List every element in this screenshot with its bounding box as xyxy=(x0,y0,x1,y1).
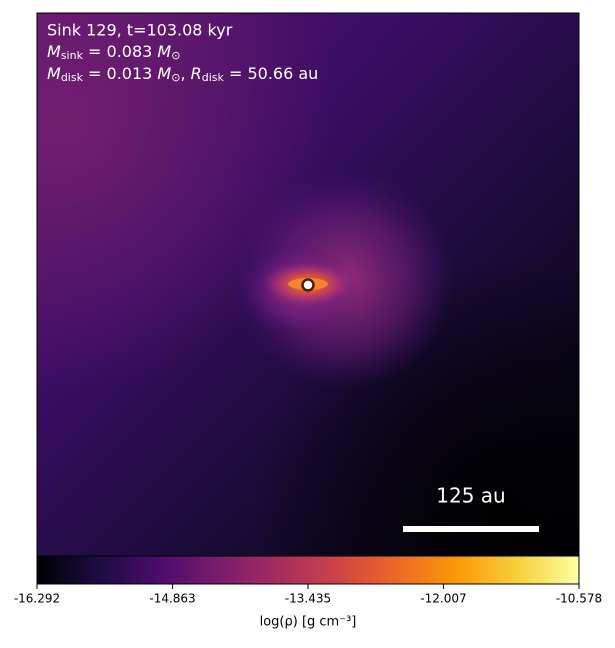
annotation-part: = 0.083 xyxy=(83,42,157,61)
annotation-part: ⊙ xyxy=(171,49,180,62)
colorbar-tick-label: -13.435 xyxy=(285,592,331,606)
colorbar-tick-label: -16.292 xyxy=(14,592,60,606)
annotation-part: M xyxy=(157,64,171,83)
density-map xyxy=(36,12,580,557)
title: Sink 129, t=103.08 kyr xyxy=(47,21,233,40)
annotation-part: M xyxy=(47,42,61,61)
colorbar-tick-label: -14.863 xyxy=(149,592,195,606)
annotation-part: disk xyxy=(202,71,225,84)
annotation: Msink = 0.083 M⊙ xyxy=(47,42,180,63)
annotation-part: sink xyxy=(61,49,84,62)
scale-bar-label: 125 au xyxy=(436,484,505,508)
annotation-part: disk xyxy=(61,71,84,84)
annotation-part: M xyxy=(157,42,171,61)
annotation-part: R xyxy=(191,64,202,83)
colorbar xyxy=(36,555,580,585)
annotation-part: ⊙ xyxy=(171,71,180,84)
colorbar-tick-label: -12.007 xyxy=(420,592,466,606)
colorbar-label: log(ρ) [g cm⁻³] xyxy=(260,615,357,630)
annotation-part: = 0.013 xyxy=(83,64,157,83)
annotation: Mdisk = 0.013 M⊙, Rdisk = 50.66 au xyxy=(47,64,318,85)
sink-marker xyxy=(301,278,315,292)
annotation-part: , xyxy=(180,64,190,83)
annotation-part: = 50.66 au xyxy=(224,64,318,83)
colorbar-tick-label: -10.578 xyxy=(556,592,602,606)
annotation-part: M xyxy=(47,64,61,83)
